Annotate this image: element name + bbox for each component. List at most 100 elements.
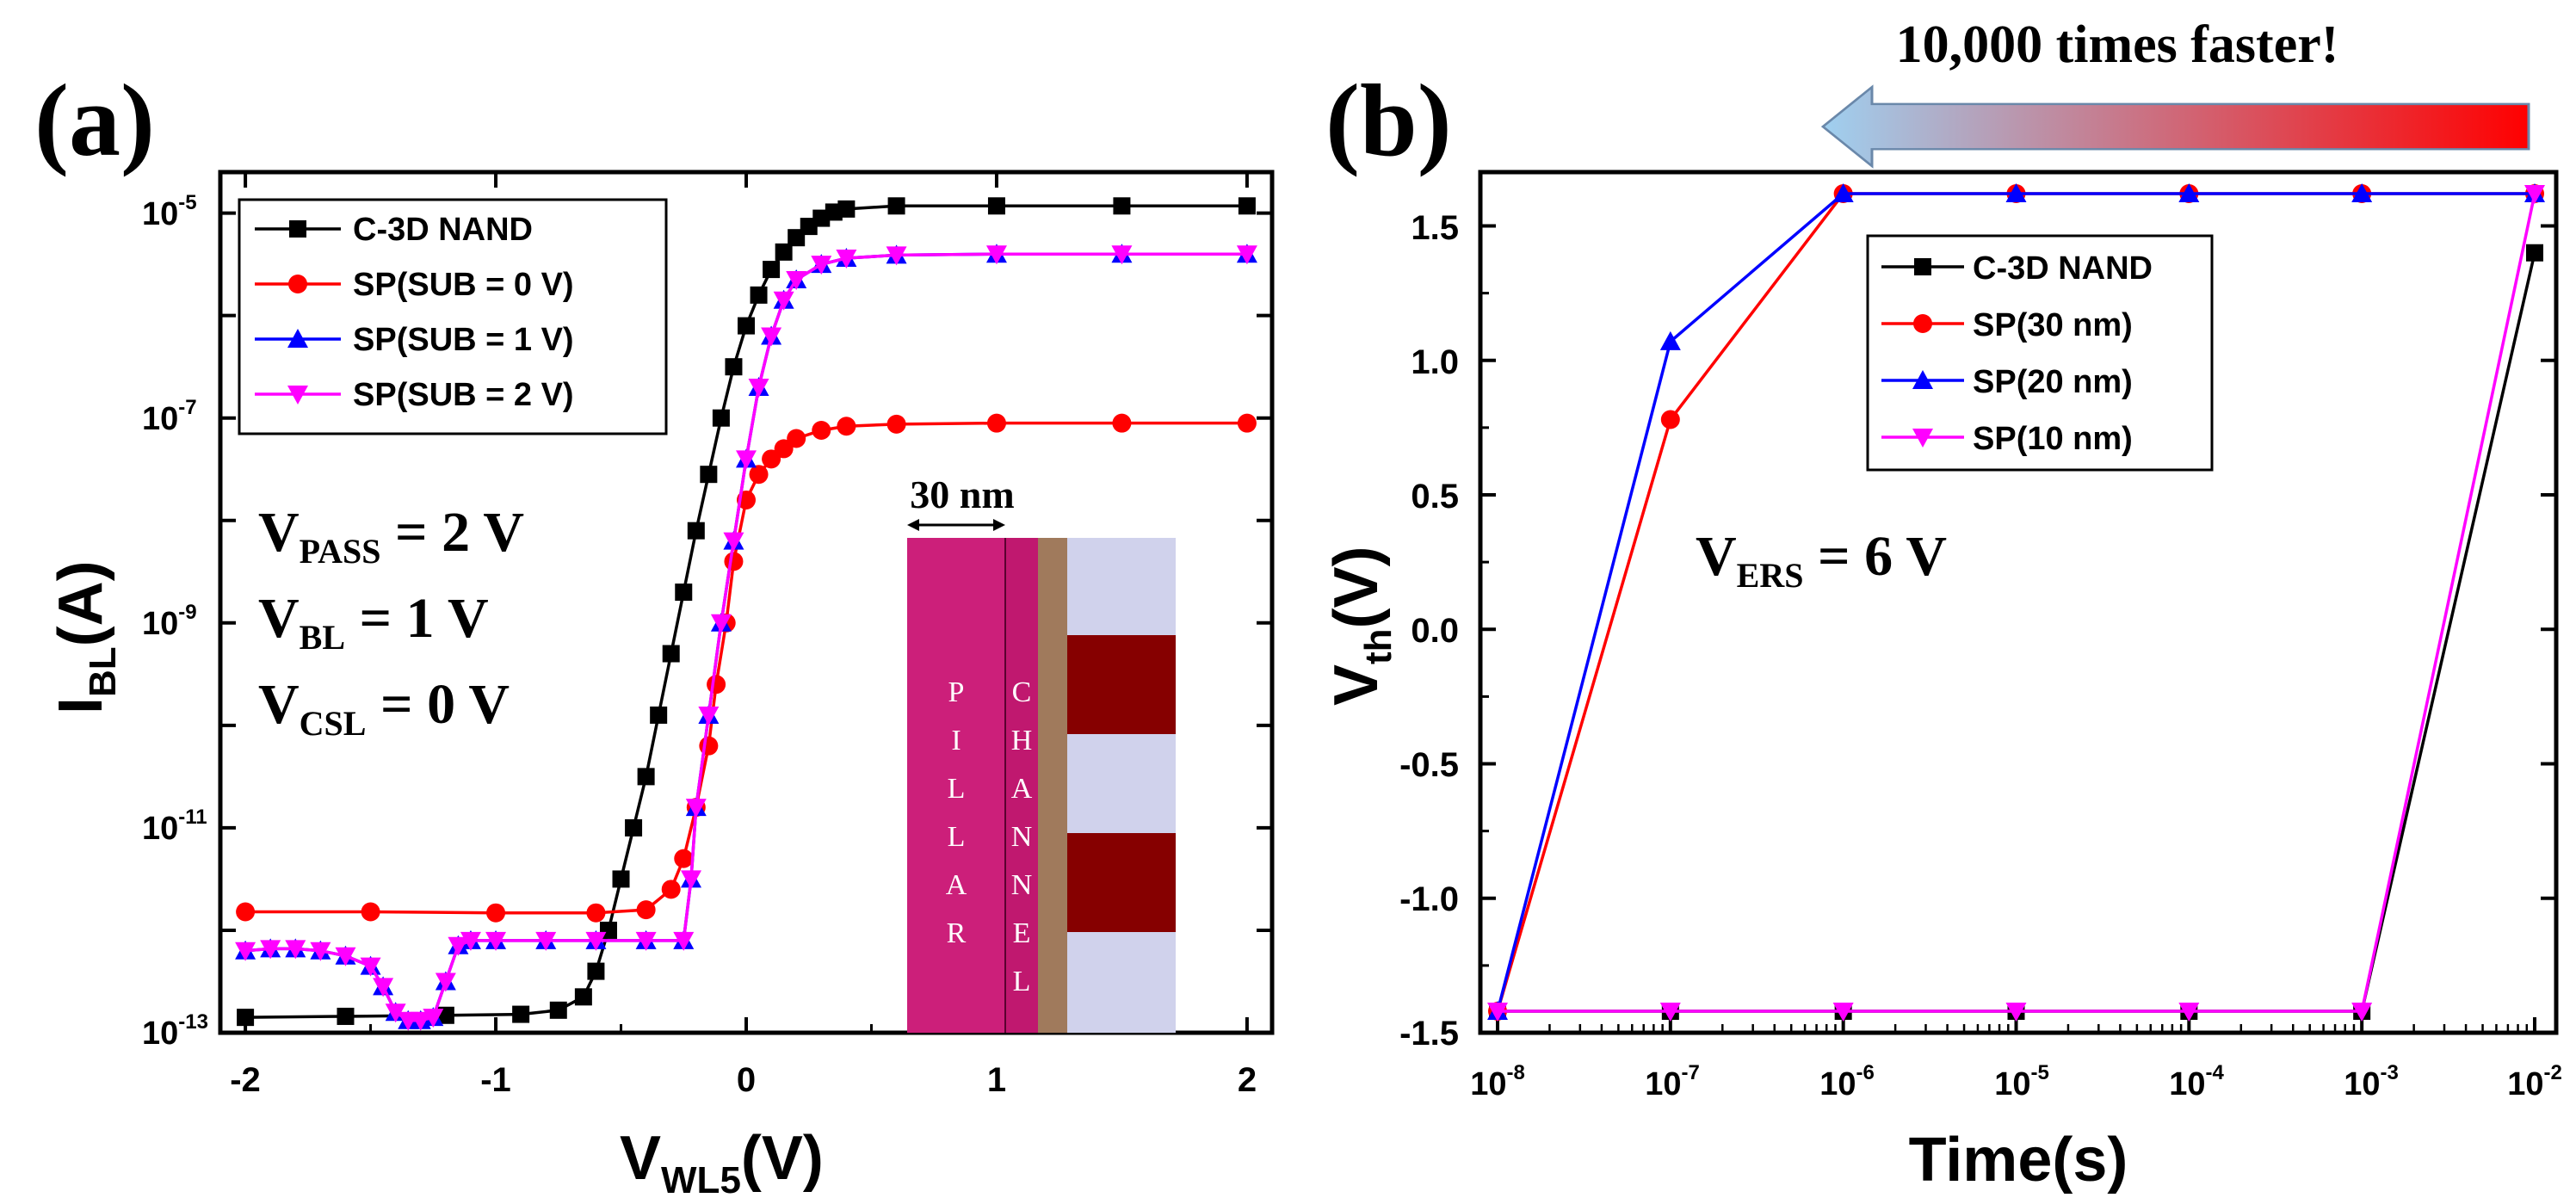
- panel-b-y-axis-title: Vth(V): [1322, 546, 1399, 706]
- b-x-tick-label-2: 10-6: [1819, 1061, 1875, 1102]
- inset-gate-1: [1067, 635, 1176, 734]
- a-series-0-point-12: [662, 645, 680, 663]
- b-y-tick-label-2: -0.5: [1399, 746, 1459, 784]
- faster-arrow: [1820, 84, 2530, 169]
- panel-b-legend-labels: C-3D NAND SP(30 nm) SP(20 nm) SP(10 nm): [1973, 250, 2153, 457]
- a-series-3-point-3: [310, 942, 331, 961]
- b-series-3-point-4: [2178, 1003, 2200, 1022]
- a-series-1-point-13: [749, 465, 769, 485]
- panel-b: (b) 10,000 times faster! -1.5 -1.0 -0.5 …: [1322, 15, 2562, 1195]
- a-series-3-point-12: [448, 936, 469, 956]
- panel-b-legend-marks: [1881, 258, 1964, 448]
- a-series-3-point-34: [1236, 245, 1257, 265]
- a-series-1-point-21: [1112, 413, 1132, 433]
- a-series-3-point-13: [460, 931, 481, 951]
- a-series-0-point-9: [625, 818, 643, 837]
- a-series-3-point-2: [285, 940, 306, 960]
- a-series-3-point-24: [736, 450, 757, 470]
- a-y-tick-label-2: 10-9: [142, 601, 197, 642]
- annotation-v-ers: VERS = 6 V: [1696, 525, 1947, 595]
- a-series-3-point-29: [811, 256, 832, 275]
- inset-channel-letter-5: E: [1013, 917, 1031, 949]
- b-legend-label-3: SP(10 nm): [1973, 421, 2133, 457]
- a-series-3-point-15: [535, 931, 557, 951]
- a-series-0-point-5: [574, 988, 592, 1006]
- a-legend-marker-3: [287, 386, 308, 404]
- inset-channel: [1005, 538, 1038, 1033]
- a-series-1-point-22: [1237, 413, 1257, 433]
- a-series-0-point-3: [512, 1005, 530, 1023]
- a-series-0-point-26: [837, 200, 856, 218]
- a-series-1-point-14: [762, 449, 781, 469]
- panel-b-legend: C-3D NAND SP(30 nm) SP(20 nm) SP(10 nm): [1866, 234, 2214, 472]
- inset-pillar-letter-0: P: [948, 676, 965, 708]
- inset-pillar-letter-4: A: [946, 869, 967, 901]
- a-series-0-point-29: [1113, 197, 1131, 215]
- a-legend-label-3: SP(SUB = 2 V): [353, 377, 574, 413]
- a-series-0-point-0: [237, 1009, 255, 1027]
- b-x-tick-label-4: 10-4: [2169, 1061, 2224, 1102]
- b-y-tick-label-4: 0.5: [1411, 478, 1459, 516]
- a-series-3-point-21: [698, 706, 720, 725]
- a-series-1-point-0: [236, 902, 256, 922]
- b-y-tick-label-5: 1.0: [1411, 343, 1459, 381]
- inset-pillar: [907, 538, 1005, 1033]
- panel-a: (a) 10-13 10-11 10-9 10-7 10-5 -2 -1 0 1…: [34, 63, 1275, 1201]
- a-legend-marker-0: [289, 220, 306, 238]
- a-series-3-point-30: [836, 250, 857, 269]
- a-series-1-point-5: [661, 880, 681, 899]
- a-series-1-point-3: [586, 903, 606, 923]
- b-series-3-point-2: [1832, 1003, 1854, 1022]
- panel-b-x-tick-labels: 10-8 10-7 10-6 10-5 10-4 10-3 10-2: [1470, 1061, 2562, 1102]
- inset-arrowhead-right: [993, 519, 1005, 531]
- a-series-0-point-15: [700, 466, 718, 484]
- b-series-2-point-4: [2178, 183, 2200, 202]
- b-legend-marker-0: [1914, 258, 1931, 275]
- panel-a-x-tick-labels: -2 -1 0 1 2: [230, 1061, 1257, 1099]
- a-series-0-point-6: [587, 962, 605, 980]
- panel-a-x-axis-title: VWL5(V): [620, 1124, 824, 1201]
- inset-channel-letter-4: N: [1011, 869, 1033, 901]
- b-legend-label-1: SP(30 nm): [1973, 307, 2133, 343]
- a-series-3-point-22: [710, 614, 732, 633]
- a-series-0-point-27: [887, 197, 905, 215]
- a-series-1-point-17: [812, 421, 831, 440]
- inset-oxide: [1038, 538, 1067, 1033]
- b-y-tick-label-1: -1.0: [1399, 880, 1459, 918]
- a-series-0-point-19: [750, 286, 768, 304]
- b-series-3-point-0: [1487, 1003, 1508, 1022]
- b-legend-marker-3: [1912, 429, 1933, 448]
- b-legend-label-0: C-3D NAND: [1973, 250, 2153, 287]
- a-series-1-point-16: [787, 429, 806, 448]
- inset-pillar-letter-2: L: [948, 773, 966, 805]
- a-series-3-point-14: [485, 931, 507, 951]
- a-series-3-point-11: [435, 972, 456, 992]
- a-series-0-point-14: [687, 522, 705, 540]
- a-series-1-point-9: [707, 675, 726, 695]
- inset-channel-letter-6: L: [1013, 966, 1031, 997]
- a-series-3-point-33: [1111, 245, 1133, 265]
- a-series-3-point-31: [886, 246, 907, 266]
- a-series-3-point-9: [410, 1011, 431, 1031]
- a-x-tick-label-3: 1: [987, 1061, 1006, 1099]
- a-legend-marker-2: [287, 329, 308, 348]
- panel-b-y-tick-labels: -1.5 -1.0 -0.5 0.0 0.5 1.0 1.5: [1399, 209, 1459, 1053]
- inset-gate-2: [1067, 833, 1176, 932]
- b-y-tick-label-0: -1.5: [1399, 1015, 1459, 1053]
- panel-a-annotations: VPASS = 2 V VBL = 1 V VCSL = 0 V: [258, 501, 524, 743]
- panel-b-series: [1487, 183, 2545, 1022]
- inset-spacer: [1067, 538, 1176, 1033]
- inset-pillar-letter-3: L: [948, 821, 966, 853]
- a-series-3-point-7: [385, 1003, 406, 1023]
- a-series-3-point-17: [635, 931, 657, 951]
- a-legend-label-1: SP(SUB = 0 V): [353, 267, 574, 303]
- a-legend-label-0: C-3D NAND: [353, 212, 533, 248]
- a-series-1-point-4: [636, 900, 656, 920]
- b-y-tick-label-3: 0.0: [1411, 612, 1459, 650]
- a-series-0-point-8: [612, 870, 630, 888]
- panel-a-legend: C-3D NAND SP(SUB = 0 V) SP(SUB = 1 V) SP…: [238, 198, 668, 435]
- a-legend-marker-1: [288, 275, 307, 293]
- a-series-3-point-28: [786, 271, 807, 290]
